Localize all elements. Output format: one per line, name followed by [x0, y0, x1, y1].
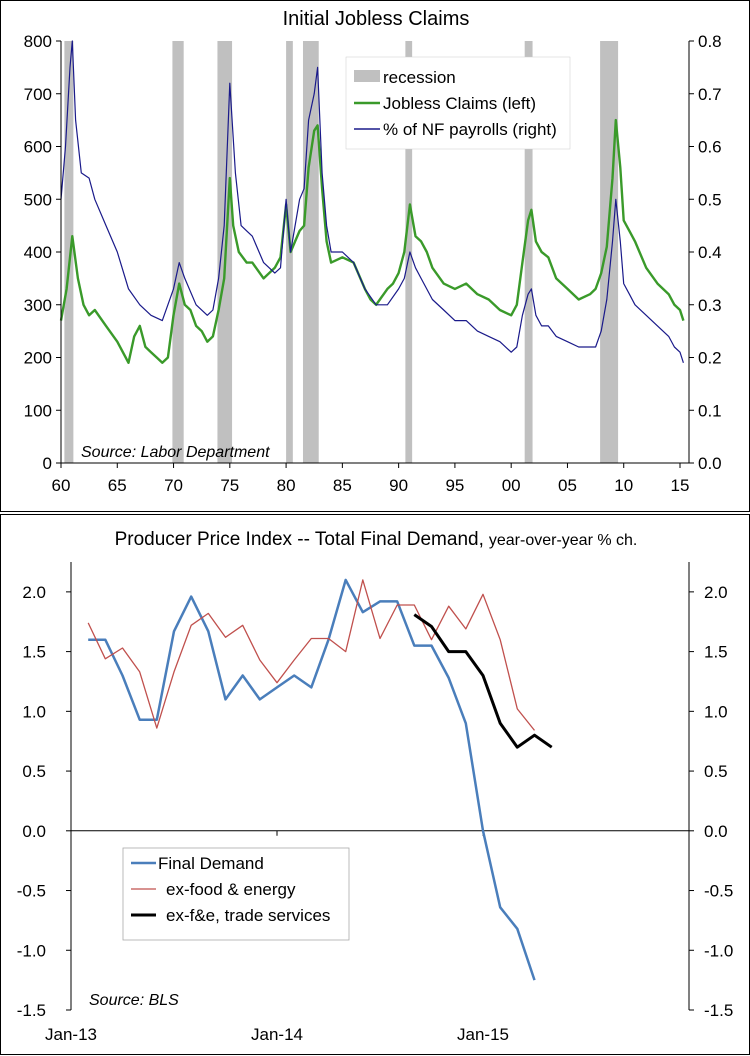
y-left-tick-label: -0.5: [17, 882, 46, 901]
x-tick-label: Jan-13: [45, 1025, 97, 1044]
y-left-tick-label: 2.0: [22, 583, 46, 602]
y-right-tick-label: 0.7: [698, 85, 722, 104]
ppi-panel: Producer Price Index -- Total Final Dema…: [0, 514, 750, 1055]
recession-band-1: [172, 41, 184, 463]
x-tick-label: 00: [502, 476, 521, 495]
y-right-tick-label: 0.4: [698, 243, 722, 262]
chart1-title: Initial Jobless Claims: [283, 8, 470, 30]
y-right-tick-label: 0.1: [698, 401, 722, 420]
x-tick-label: 05: [558, 476, 577, 495]
ppi-chart: Producer Price Index -- Total Final Dema…: [17, 529, 734, 1044]
y-right-tick-label: 0.2: [698, 349, 722, 368]
recession-band-0: [64, 41, 74, 463]
legend-label: Jobless Claims (left): [383, 94, 536, 113]
y-left-tick-label: -1.0: [17, 941, 46, 960]
x-tick-label: 85: [333, 476, 352, 495]
x-tick-label: Jan-15: [457, 1025, 509, 1044]
x-tick-label: Jan-14: [251, 1025, 303, 1044]
series-line-1: [59, 118, 685, 364]
x-tick-label: 75: [220, 476, 239, 495]
legend-label: % of NF payrolls (right): [383, 120, 557, 139]
y-left-tick-label: 100: [24, 401, 52, 420]
x-tick-label: 80: [277, 476, 296, 495]
y-right-tick-label: -0.5: [704, 882, 733, 901]
jobless-claims-chart: Initial Jobless Claims 0 100 200 300 400 500 6…: [24, 8, 722, 495]
chart2-title-main: Producer Price Index -- Total Final Dema…: [115, 529, 484, 550]
series-line-0: [88, 578, 536, 981]
x-tick-label: 65: [108, 476, 127, 495]
y-right-tick-label: -1.5: [704, 1001, 733, 1020]
y-left-tick-label: 0.5: [22, 762, 46, 781]
x-tick-label: 70: [164, 476, 183, 495]
legend-label: ex-food & energy: [166, 880, 296, 899]
y-left-tick-label: 1.0: [22, 702, 46, 721]
y-left-tick-label: 700: [24, 85, 52, 104]
chart1-series: [59, 40, 685, 364]
chart2-series: [87, 578, 553, 981]
y-right-tick-label: 0.0: [704, 822, 728, 841]
y-left-tick-label: 300: [24, 296, 52, 315]
y-left-tick-label: 800: [24, 32, 52, 51]
y-right-tick-label: 0.0: [698, 454, 722, 473]
x-tick-label: 60: [52, 476, 71, 495]
y-right-tick-label: 0.6: [698, 138, 722, 157]
jobless-claims-panel: Initial Jobless Claims 0 100 200 300 400 500 6…: [0, 0, 750, 512]
recession-band-7: [600, 41, 619, 463]
y-right-tick-label: 1.5: [704, 643, 728, 662]
chart2-title: Producer Price Index -- Total Final Dema…: [115, 529, 638, 550]
recession-band-4: [302, 41, 319, 463]
x-tick-label: 90: [389, 476, 408, 495]
recession-band-6: [524, 41, 533, 463]
x-tick-label: 10: [614, 476, 633, 495]
y-right-tick-label: 0.8: [698, 32, 722, 51]
legend-box: [122, 847, 350, 941]
y-left-tick-label: 200: [24, 349, 52, 368]
legend-label: recession: [383, 68, 456, 87]
chart1-source: Source: Labor Department: [81, 444, 270, 461]
y-right-tick-label: 0.5: [704, 762, 728, 781]
series-line-2: [413, 613, 553, 749]
chart2-legend: Final Demand ex-food & energy ex-f&e, trad…: [122, 847, 350, 941]
y-right-tick-label: 0.3: [698, 296, 722, 315]
legend-box: [345, 56, 571, 150]
legend-label: ex-f&e, trade services: [166, 906, 330, 925]
x-tick-label: 95: [445, 476, 464, 495]
chart1-axes: 0 100 200 300 400 500 600 700 800 0.0 0.1 0.2 0.3 0.4…: [24, 32, 722, 495]
y-left-tick-label: -1.5: [17, 1001, 46, 1020]
chart2-title-suffix: year-over-year % ch.: [489, 532, 638, 549]
y-right-tick-label: -1.0: [704, 941, 733, 960]
chart2-source: Source: BLS: [89, 992, 179, 1009]
y-left-tick-label: 400: [24, 243, 52, 262]
y-right-tick-label: 2.0: [704, 583, 728, 602]
y-right-tick-label: 1.0: [704, 702, 728, 721]
recession-band-5: [405, 41, 413, 463]
y-left-tick-label: 1.5: [22, 643, 46, 662]
legend-swatch-recession: [354, 70, 380, 82]
y-left-tick-label: 0: [43, 454, 52, 473]
y-left-tick-label: 0.0: [22, 822, 46, 841]
legend-label: Final Demand: [158, 854, 264, 873]
series-line-2: [60, 40, 684, 363]
y-left-tick-label: 600: [24, 138, 52, 157]
series-line-1: [87, 579, 536, 731]
x-tick-label: 15: [671, 476, 690, 495]
chart1-legend: recession Jobless Claims (left) % of NF pa…: [345, 56, 571, 150]
y-left-tick-label: 500: [24, 190, 52, 209]
chart2-axes: -1.5 -1.5 -1.0 -1.0 -0.5 -0.5 0.0 0.0 0.5 0.5 1.0 1…: [17, 562, 733, 1044]
y-right-tick-label: 0.5: [698, 190, 722, 209]
